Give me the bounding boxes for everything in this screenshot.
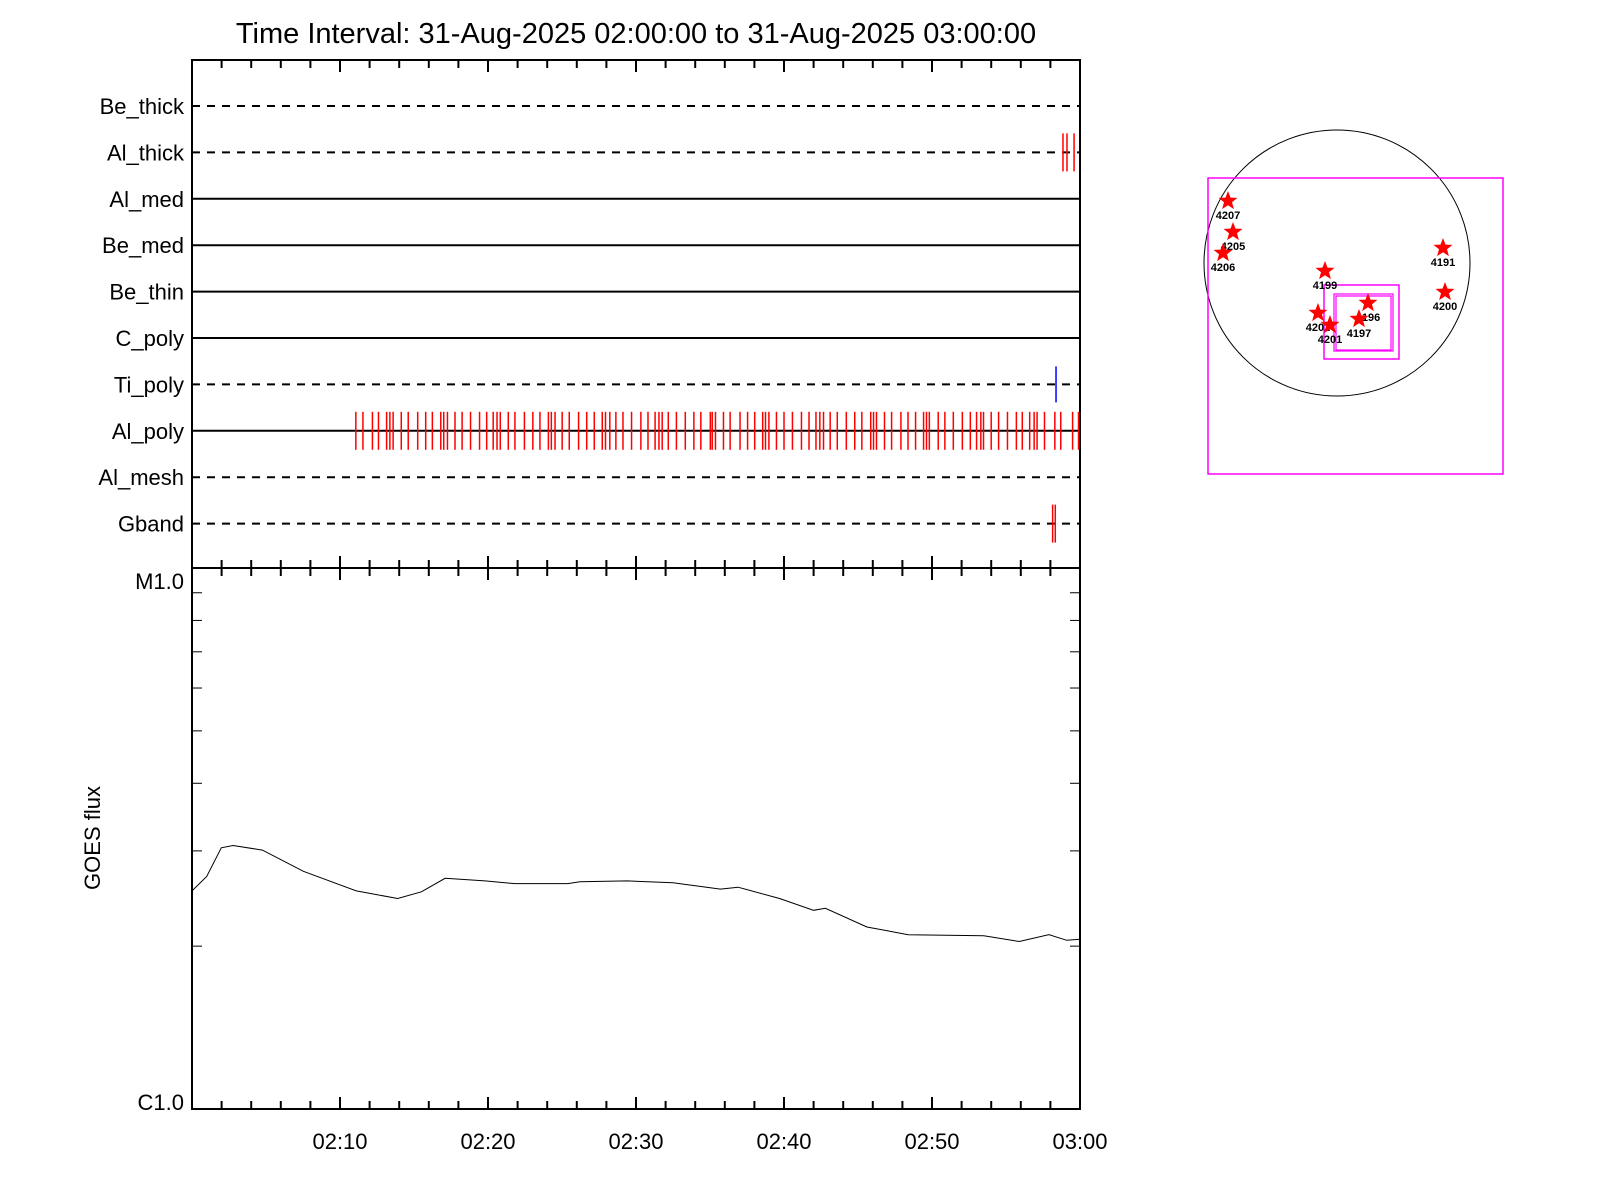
active-region-label: 4199 (1313, 280, 1337, 292)
x-tick-label: 02:40 (756, 1129, 811, 1154)
y-tick-label-top: M1.0 (135, 569, 184, 594)
x-tick-label: 02:50 (904, 1129, 959, 1154)
solar-limb-circle (1203, 129, 1471, 397)
x-tick-label: 02:20 (460, 1129, 515, 1154)
row-label: Al_mesh (98, 465, 184, 490)
active-region-label: 4200 (1433, 301, 1457, 313)
row-label: Be_thick (100, 94, 185, 119)
active-region-label: 4206 (1211, 262, 1235, 274)
x-tick-label: 03:00 (1052, 1129, 1107, 1154)
row-label: C_poly (116, 326, 184, 351)
instrument-timeline-panel: Be_thick Al_thick Al_med Be_med Be_thin C_pol… (98, 59, 1081, 580)
goes-flux-panel: M1.0 C1.0 GOES flux (80, 567, 1081, 1115)
active-region-star-icon (1213, 243, 1233, 262)
chart-title: Time Interval: 31-Aug-2025 02:00:00 to 3… (236, 18, 1036, 50)
goes-flux-line (191, 844, 1081, 943)
y-tick-label-bottom: C1.0 (138, 1090, 184, 1115)
active-region-star-icon (1218, 191, 1238, 210)
row-label: Gband (118, 512, 184, 537)
y-axis-label: GOES flux (80, 786, 105, 890)
active-region-label: 4191 (1431, 257, 1455, 269)
active-region-label: 4207 (1216, 210, 1240, 222)
active-region-star-icon (1349, 309, 1369, 328)
timeline-frame (191, 59, 1081, 569)
row-label: Be_thin (109, 280, 184, 305)
active-region-star-icon (1435, 282, 1455, 301)
row-label: Ti_poly (114, 372, 184, 397)
active-region-star-icon (1358, 293, 1378, 312)
row-label: Be_med (102, 233, 184, 258)
goes-frame (191, 567, 1081, 1110)
active-region-label: 4201 (1318, 334, 1342, 346)
row-label: Al_thick (107, 140, 185, 165)
active-region-label: 4197 (1347, 328, 1371, 340)
active-region-star-icon (1433, 238, 1453, 257)
x-tick-label: 02:30 (608, 1129, 663, 1154)
active-region-star-icon (1223, 222, 1243, 241)
row-label: Al_poly (112, 419, 184, 444)
row-label: Al_med (109, 187, 184, 212)
fov-box-large (1207, 177, 1504, 475)
active-region-star-icon (1315, 261, 1335, 280)
x-tick-labels: 02:10 02:20 02:30 02:40 02:50 03:00 (312, 1129, 1107, 1154)
active-region-label: 4202 (1306, 322, 1330, 334)
active-region-star-icon (1308, 303, 1328, 322)
active-region-star-icon (1320, 315, 1340, 334)
x-tick-label: 02:10 (312, 1129, 367, 1154)
